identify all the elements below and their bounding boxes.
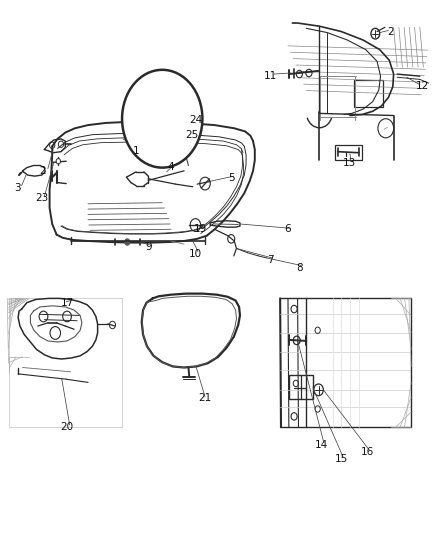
Text: 3: 3 (14, 183, 21, 193)
Text: 23: 23 (35, 193, 49, 204)
Circle shape (56, 159, 60, 164)
Text: 20: 20 (60, 422, 74, 432)
Text: 25: 25 (185, 130, 198, 140)
Text: 19: 19 (194, 224, 207, 235)
Text: 2: 2 (39, 166, 46, 176)
Text: 21: 21 (198, 393, 212, 403)
Text: 15: 15 (335, 454, 348, 464)
Text: 24: 24 (190, 115, 203, 125)
Text: 4: 4 (168, 161, 174, 172)
Text: 2: 2 (387, 27, 393, 37)
Text: 10: 10 (188, 249, 201, 259)
Text: 16: 16 (361, 447, 374, 456)
Text: 1: 1 (133, 146, 139, 156)
Text: 7: 7 (267, 255, 274, 265)
Text: 12: 12 (415, 81, 429, 91)
Text: 8: 8 (297, 263, 303, 272)
Text: 14: 14 (315, 440, 328, 450)
Text: 13: 13 (343, 158, 356, 168)
Text: 9: 9 (146, 243, 152, 252)
Circle shape (125, 239, 130, 245)
Text: 17: 17 (60, 297, 74, 308)
Text: 11: 11 (264, 71, 277, 81)
Text: 5: 5 (228, 173, 234, 183)
Text: 6: 6 (285, 224, 291, 235)
Circle shape (122, 70, 202, 167)
